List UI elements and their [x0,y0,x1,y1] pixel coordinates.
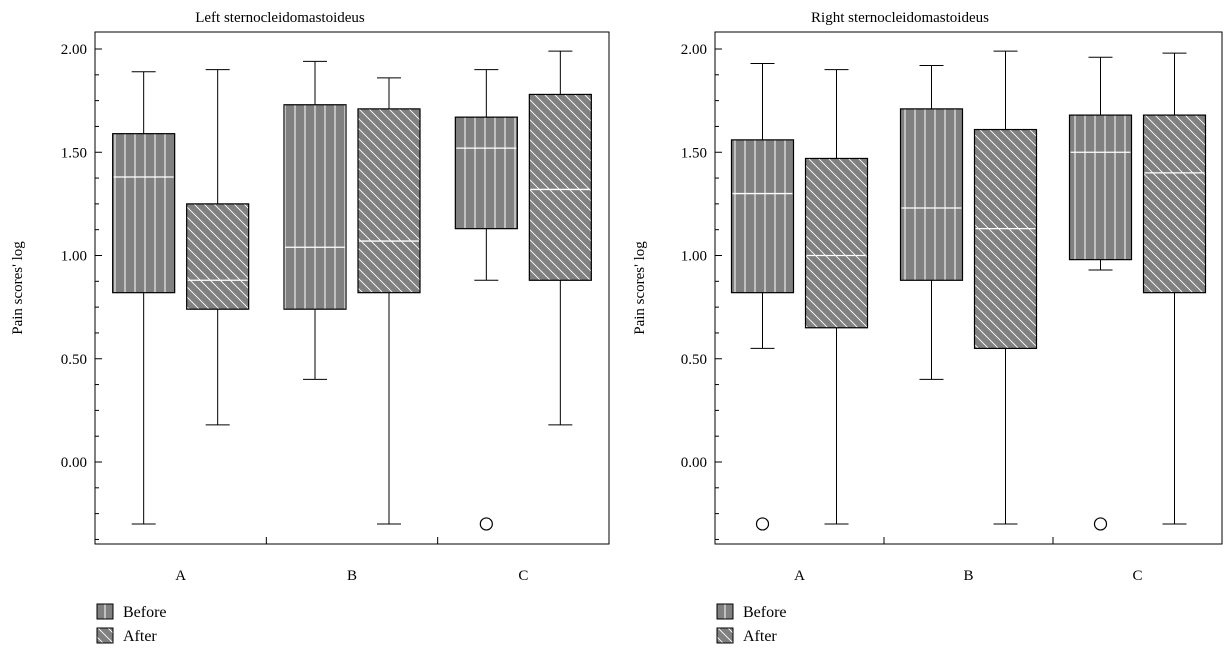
plot-frame [714,31,1223,545]
box-before-C [1068,56,1133,531]
box-before-B [899,65,964,380]
iqr-box [804,157,869,329]
iqr-box [283,104,347,310]
box-before-A [112,71,176,525]
box-after-B [973,50,1038,525]
y-tick-label: 1.00 [61,249,87,265]
y-tick-label: 0.00 [61,455,87,471]
iqr-box [973,128,1038,350]
left-legend: Before After [96,603,167,645]
iqr-box [1142,114,1207,294]
x-tick-label: C [1132,568,1142,584]
y-tick-label: 0.50 [61,352,87,368]
x-tick-label: B [963,568,973,584]
box-before-C [454,69,518,531]
right-chart-title: Right sternocleidomastoideus [811,10,989,26]
box-after-B [357,77,421,525]
y-tick-label: 1.00 [681,249,707,265]
left-y-axis-label: Pain scores' log [10,241,26,335]
iqr-box [186,203,250,310]
left-chart-title: Left sternocleidomastoideus [195,10,365,26]
legend-label-before: Before [123,604,167,621]
y-tick-label: 0.50 [681,352,707,368]
outlier-point [479,517,493,531]
right-plot-area: 2.00 1.50 1.00 0.50 0.00 A B C [681,31,1223,584]
box-after-A [186,69,250,426]
x-tick-label: B [347,568,357,584]
y-tick-label: 1.50 [681,145,707,161]
iqr-box [899,108,964,281]
iqr-box [730,139,795,294]
box-before-A [730,62,795,531]
y-tick-label: 2.00 [681,42,707,58]
legend-swatch-before [96,603,114,620]
outlier-point [1093,517,1108,531]
y-tick-label: 2.00 [61,42,87,58]
box-after-C [528,50,592,426]
right-legend: Before After [716,603,787,645]
x-tick-label: A [794,568,805,584]
y-tick-label: 0.00 [681,455,707,471]
legend-label-before: Before [743,604,787,621]
x-tick-label: A [175,568,186,584]
iqr-box [454,116,518,230]
box-after-C [1142,52,1207,525]
iqr-box [357,108,421,294]
iqr-box [528,93,592,281]
box-after-A [804,69,869,525]
x-tick-label: C [518,568,528,584]
plot-frame [94,31,610,545]
right-chart-panel: Right sternocleidomastoideus Pain scores… [632,10,1223,645]
iqr-box [1068,114,1133,261]
iqr-box [112,133,176,294]
legend-swatch-after [716,627,734,644]
outlier-point [755,517,770,531]
legend-label-after: After [123,628,157,645]
box-before-B [283,60,347,380]
legend-swatch-after [96,627,114,644]
legend-label-after: After [743,628,777,645]
legend-swatch-before [716,603,734,620]
y-tick-label: 1.50 [61,145,87,161]
left-plot-area: 2.00 1.50 1.00 0.50 0.00 A B C [61,31,610,584]
left-chart-panel: Left sternocleidomastoideus Pain scores'… [10,10,610,645]
right-y-axis-label: Pain scores' log [632,241,648,335]
